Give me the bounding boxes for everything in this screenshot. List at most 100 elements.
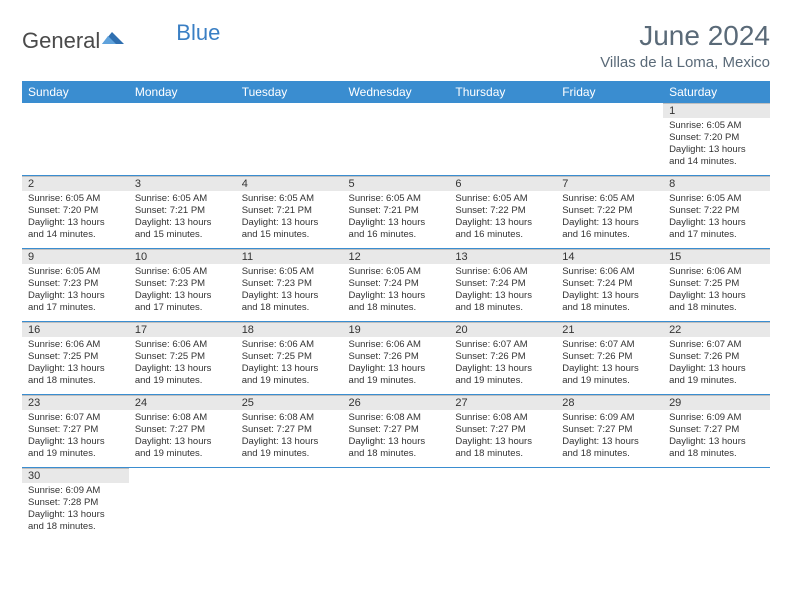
day-detail-line: Sunrise: 6:08 AM [349,412,444,424]
calendar-day-cell: 25Sunrise: 6:08 AMSunset: 7:27 PMDayligh… [236,395,343,468]
day-detail-line: Daylight: 13 hours [455,436,550,448]
day-detail-line: and 16 minutes. [562,229,657,241]
day-detail-line: Sunrise: 6:05 AM [28,266,123,278]
day-header: Tuesday [236,81,343,103]
day-detail-line: Sunrise: 6:09 AM [669,412,764,424]
calendar-empty-cell [449,103,556,176]
calendar-day-cell: 17Sunrise: 6:06 AMSunset: 7:25 PMDayligh… [129,322,236,395]
day-details: Sunrise: 6:05 AMSunset: 7:24 PMDaylight:… [343,264,450,318]
day-detail-line: and 18 minutes. [455,448,550,460]
day-detail-line: Sunset: 7:20 PM [669,132,764,144]
day-number: 7 [556,176,663,191]
day-detail-line: Sunset: 7:27 PM [135,424,230,436]
day-header-row: SundayMondayTuesdayWednesdayThursdayFrid… [22,81,770,103]
day-details: Sunrise: 6:09 AMSunset: 7:28 PMDaylight:… [22,483,129,537]
day-number: 23 [22,395,129,410]
day-detail-line: and 19 minutes. [455,375,550,387]
calendar-empty-cell [22,103,129,176]
day-detail-line: and 16 minutes. [349,229,444,241]
day-details: Sunrise: 6:06 AMSunset: 7:26 PMDaylight:… [343,337,450,391]
day-detail-line: Daylight: 13 hours [242,436,337,448]
calendar-day-cell: 22Sunrise: 6:07 AMSunset: 7:26 PMDayligh… [663,322,770,395]
day-number: 10 [129,249,236,264]
day-detail-line: Sunset: 7:27 PM [669,424,764,436]
day-detail-line: Daylight: 13 hours [669,436,764,448]
day-detail-line: Sunset: 7:21 PM [135,205,230,217]
day-detail-line: and 19 minutes. [242,448,337,460]
title-block: June 2024 Villas de la Loma, Mexico [600,20,770,71]
day-detail-line: Sunrise: 6:06 AM [349,339,444,351]
day-detail-line: Sunrise: 6:06 AM [562,266,657,278]
calendar-day-cell: 28Sunrise: 6:09 AMSunset: 7:27 PMDayligh… [556,395,663,468]
day-number: 12 [343,249,450,264]
day-header: Wednesday [343,81,450,103]
day-detail-line: Sunrise: 6:05 AM [28,193,123,205]
calendar-day-cell: 30Sunrise: 6:09 AMSunset: 7:28 PMDayligh… [22,468,129,541]
day-number: 28 [556,395,663,410]
day-details: Sunrise: 6:05 AMSunset: 7:21 PMDaylight:… [236,191,343,245]
day-details: Sunrise: 6:08 AMSunset: 7:27 PMDaylight:… [236,410,343,464]
day-detail-line: Daylight: 13 hours [562,436,657,448]
day-header: Monday [129,81,236,103]
calendar-day-cell: 18Sunrise: 6:06 AMSunset: 7:25 PMDayligh… [236,322,343,395]
day-number: 17 [129,322,236,337]
day-detail-line: Daylight: 13 hours [349,217,444,229]
day-detail-line: Sunset: 7:27 PM [349,424,444,436]
day-number: 2 [22,176,129,191]
day-number: 18 [236,322,343,337]
day-details: Sunrise: 6:08 AMSunset: 7:27 PMDaylight:… [129,410,236,464]
day-detail-line: Sunset: 7:27 PM [28,424,123,436]
day-detail-line: Sunrise: 6:05 AM [562,193,657,205]
day-detail-line: Sunset: 7:24 PM [349,278,444,290]
calendar-empty-cell [556,468,663,541]
day-details: Sunrise: 6:07 AMSunset: 7:26 PMDaylight:… [556,337,663,391]
calendar-empty-cell [343,468,450,541]
day-detail-line: Sunrise: 6:06 AM [28,339,123,351]
day-detail-line: Sunrise: 6:09 AM [28,485,123,497]
calendar-empty-cell [556,103,663,176]
day-detail-line: Sunset: 7:27 PM [562,424,657,436]
day-detail-line: Sunset: 7:24 PM [455,278,550,290]
day-detail-line: Daylight: 13 hours [669,144,764,156]
day-detail-line: Sunrise: 6:05 AM [135,266,230,278]
day-detail-line: Daylight: 13 hours [135,290,230,302]
calendar-week-row: 16Sunrise: 6:06 AMSunset: 7:25 PMDayligh… [22,322,770,395]
calendar-day-cell: 1Sunrise: 6:05 AMSunset: 7:20 PMDaylight… [663,103,770,176]
calendar-day-cell: 26Sunrise: 6:08 AMSunset: 7:27 PMDayligh… [343,395,450,468]
day-number: 11 [236,249,343,264]
day-detail-line: Daylight: 13 hours [455,290,550,302]
calendar-day-cell: 12Sunrise: 6:05 AMSunset: 7:24 PMDayligh… [343,249,450,322]
day-detail-line: and 19 minutes. [669,375,764,387]
day-details: Sunrise: 6:05 AMSunset: 7:21 PMDaylight:… [343,191,450,245]
day-detail-line: Sunset: 7:23 PM [135,278,230,290]
day-number: 21 [556,322,663,337]
day-detail-line: Sunrise: 6:08 AM [455,412,550,424]
calendar-empty-cell [129,468,236,541]
day-detail-line: Sunset: 7:27 PM [455,424,550,436]
day-detail-line: Daylight: 13 hours [28,217,123,229]
day-detail-line: Sunrise: 6:05 AM [669,193,764,205]
day-number: 8 [663,176,770,191]
logo-text-blue: Blue [176,20,220,46]
day-number: 22 [663,322,770,337]
calendar-day-cell: 4Sunrise: 6:05 AMSunset: 7:21 PMDaylight… [236,176,343,249]
calendar-day-cell: 29Sunrise: 6:09 AMSunset: 7:27 PMDayligh… [663,395,770,468]
day-detail-line: Sunrise: 6:08 AM [242,412,337,424]
day-details: Sunrise: 6:05 AMSunset: 7:22 PMDaylight:… [449,191,556,245]
day-detail-line: and 18 minutes. [669,448,764,460]
day-details: Sunrise: 6:08 AMSunset: 7:27 PMDaylight:… [449,410,556,464]
day-detail-line: Sunset: 7:28 PM [28,497,123,509]
day-detail-line: and 14 minutes. [669,156,764,168]
calendar-day-cell: 27Sunrise: 6:08 AMSunset: 7:27 PMDayligh… [449,395,556,468]
header: General Blue June 2024 Villas de la Loma… [22,20,770,71]
calendar-week-row: 30Sunrise: 6:09 AMSunset: 7:28 PMDayligh… [22,468,770,541]
day-detail-line: Sunset: 7:26 PM [349,351,444,363]
day-details: Sunrise: 6:08 AMSunset: 7:27 PMDaylight:… [343,410,450,464]
day-details: Sunrise: 6:06 AMSunset: 7:24 PMDaylight:… [556,264,663,318]
day-detail-line: and 16 minutes. [455,229,550,241]
day-details: Sunrise: 6:05 AMSunset: 7:22 PMDaylight:… [663,191,770,245]
day-detail-line: Sunset: 7:26 PM [669,351,764,363]
day-number: 15 [663,249,770,264]
day-detail-line: Sunrise: 6:07 AM [669,339,764,351]
day-detail-line: Sunrise: 6:06 AM [669,266,764,278]
